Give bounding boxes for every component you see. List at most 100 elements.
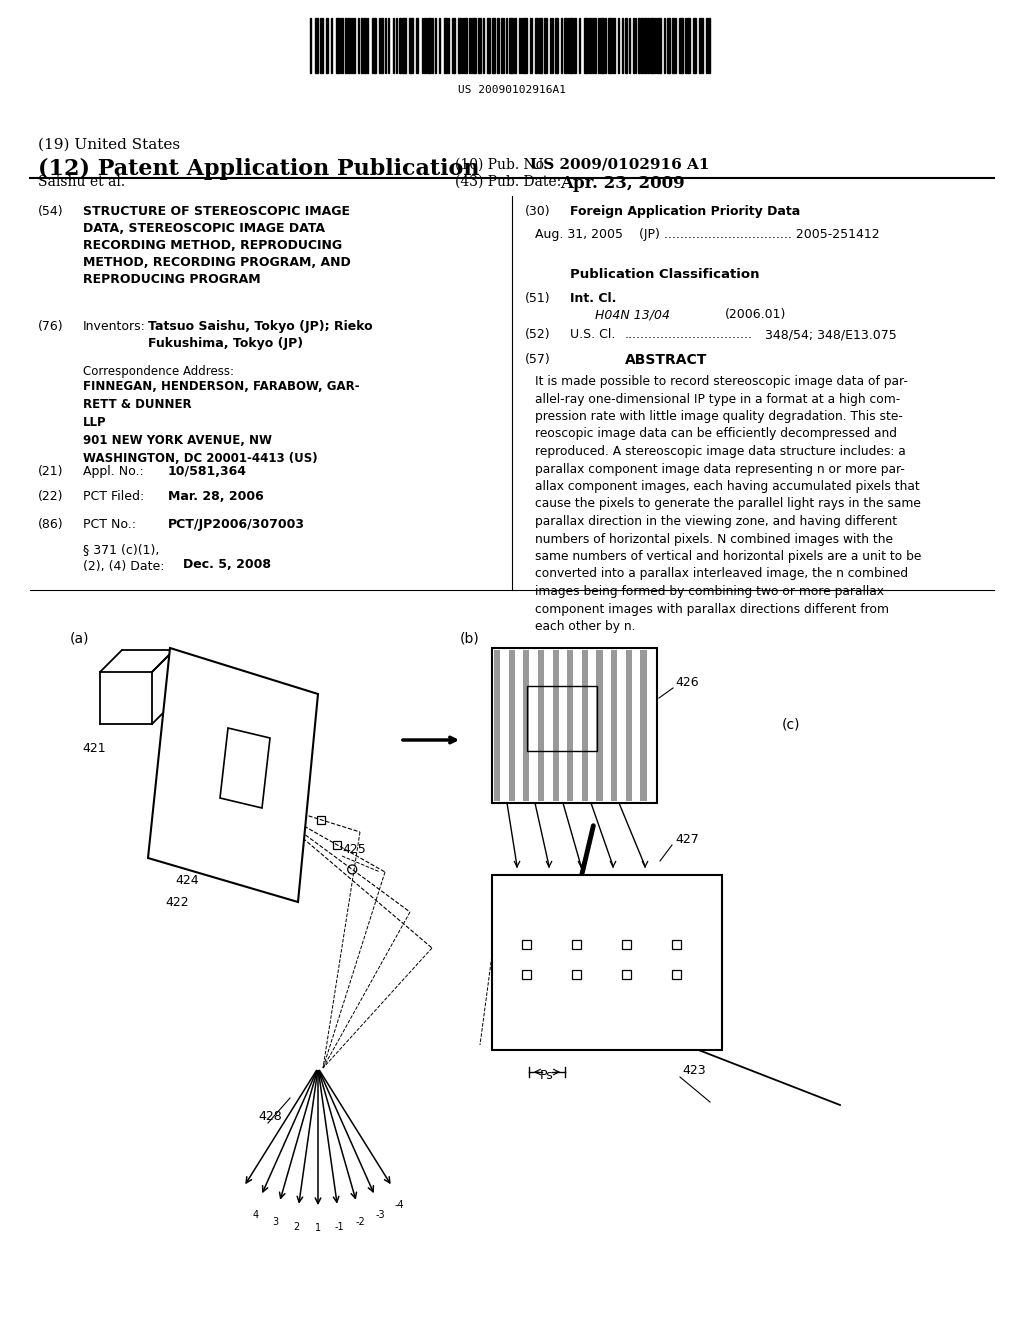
- Bar: [699, 18, 701, 73]
- Bar: [333, 841, 341, 849]
- Bar: [535, 18, 538, 73]
- Bar: [545, 649, 552, 801]
- Bar: [647, 18, 649, 73]
- Bar: [582, 649, 588, 801]
- Bar: [553, 649, 559, 801]
- Bar: [633, 649, 639, 801]
- Text: US 2009/0102916 A1: US 2009/0102916 A1: [530, 158, 710, 172]
- Text: (51): (51): [525, 292, 551, 305]
- Bar: [530, 649, 537, 801]
- Bar: [326, 18, 328, 73]
- Bar: [625, 18, 627, 73]
- Text: (43) Pub. Date:: (43) Pub. Date:: [455, 176, 561, 189]
- Text: (12) Patent Application Publication: (12) Patent Application Publication: [38, 158, 479, 180]
- Bar: [409, 18, 413, 73]
- Bar: [572, 970, 581, 979]
- Bar: [687, 18, 690, 73]
- Bar: [589, 18, 591, 73]
- Bar: [487, 18, 490, 73]
- Bar: [622, 940, 631, 949]
- Bar: [523, 649, 529, 801]
- Bar: [502, 649, 508, 801]
- Text: (76): (76): [38, 319, 63, 333]
- Bar: [596, 649, 603, 801]
- Text: It is made possible to record stereoscopic image data of par-
allel-ray one-dime: It is made possible to record stereoscop…: [535, 375, 922, 634]
- Text: ................................: ................................: [625, 327, 753, 341]
- Bar: [611, 649, 617, 801]
- Bar: [539, 18, 542, 73]
- Bar: [494, 649, 500, 801]
- Text: 424: 424: [175, 874, 199, 887]
- Text: -1: -1: [335, 1221, 344, 1232]
- Text: 427: 427: [675, 833, 698, 846]
- Bar: [509, 18, 513, 73]
- Bar: [618, 649, 625, 801]
- Text: Dec. 5, 2008: Dec. 5, 2008: [183, 558, 271, 572]
- Bar: [608, 18, 612, 73]
- Bar: [613, 18, 615, 73]
- Bar: [544, 18, 547, 73]
- Bar: [672, 18, 674, 73]
- Bar: [522, 970, 531, 979]
- Bar: [492, 648, 657, 803]
- Bar: [402, 18, 406, 73]
- Text: 423: 423: [682, 1064, 706, 1077]
- Bar: [364, 18, 366, 73]
- Text: STRUCTURE OF STEREOSCOPIC IMAGE
DATA, STEREOSCOPIC IMAGE DATA
RECORDING METHOD, : STRUCTURE OF STEREOSCOPIC IMAGE DATA, ST…: [83, 205, 351, 286]
- Bar: [428, 18, 431, 73]
- Bar: [594, 18, 596, 73]
- Bar: [569, 18, 573, 73]
- Bar: [509, 649, 515, 801]
- Bar: [452, 18, 455, 73]
- Text: U.S. Cl.: U.S. Cl.: [570, 327, 615, 341]
- Text: 421: 421: [82, 742, 105, 755]
- Text: H04N 13/04: H04N 13/04: [595, 308, 670, 321]
- Text: (a): (a): [70, 632, 89, 645]
- Bar: [348, 18, 350, 73]
- Bar: [589, 649, 595, 801]
- Bar: [516, 649, 522, 801]
- Text: 422: 422: [165, 896, 188, 909]
- Bar: [560, 649, 566, 801]
- Text: (10) Pub. No.:: (10) Pub. No.:: [455, 158, 553, 172]
- Text: (52): (52): [525, 327, 551, 341]
- Text: (22): (22): [38, 490, 63, 503]
- Bar: [458, 18, 461, 73]
- Polygon shape: [220, 729, 270, 808]
- Bar: [564, 18, 566, 73]
- Text: Tatsuo Saishu, Tokyo (JP); Rieko
Fukushima, Tokyo (JP): Tatsuo Saishu, Tokyo (JP); Rieko Fukushi…: [148, 319, 373, 350]
- Bar: [672, 940, 681, 949]
- Text: 426: 426: [675, 676, 698, 689]
- Text: (c): (c): [782, 718, 801, 733]
- Bar: [640, 649, 646, 801]
- Bar: [600, 18, 604, 73]
- Bar: [492, 18, 495, 73]
- Text: (2006.01): (2006.01): [725, 308, 786, 321]
- Text: 2: 2: [294, 1221, 300, 1232]
- Text: Mar. 28, 2006: Mar. 28, 2006: [168, 490, 264, 503]
- Bar: [522, 940, 531, 949]
- Bar: [381, 18, 383, 73]
- Bar: [657, 18, 662, 73]
- Bar: [650, 18, 654, 73]
- Text: FINNEGAN, HENDERSON, FARABOW, GAR-
RETT & DUNNER
LLP
901 NEW YORK AVENUE, NW
WAS: FINNEGAN, HENDERSON, FARABOW, GAR- RETT …: [83, 380, 359, 465]
- Bar: [464, 18, 467, 73]
- Bar: [604, 649, 610, 801]
- Text: -2: -2: [355, 1217, 366, 1228]
- Bar: [626, 649, 632, 801]
- Bar: [574, 18, 575, 73]
- Bar: [492, 875, 722, 1049]
- Bar: [345, 18, 347, 73]
- Bar: [644, 18, 646, 73]
- Text: 4: 4: [252, 1209, 258, 1220]
- Bar: [648, 649, 654, 801]
- Bar: [473, 18, 476, 73]
- Text: (b): (b): [460, 632, 480, 645]
- Bar: [641, 18, 643, 73]
- Bar: [667, 18, 670, 73]
- Bar: [478, 18, 481, 73]
- Text: (54): (54): [38, 205, 63, 218]
- Bar: [315, 18, 318, 73]
- Text: 425: 425: [342, 843, 366, 855]
- Text: Inventors:: Inventors:: [83, 319, 145, 333]
